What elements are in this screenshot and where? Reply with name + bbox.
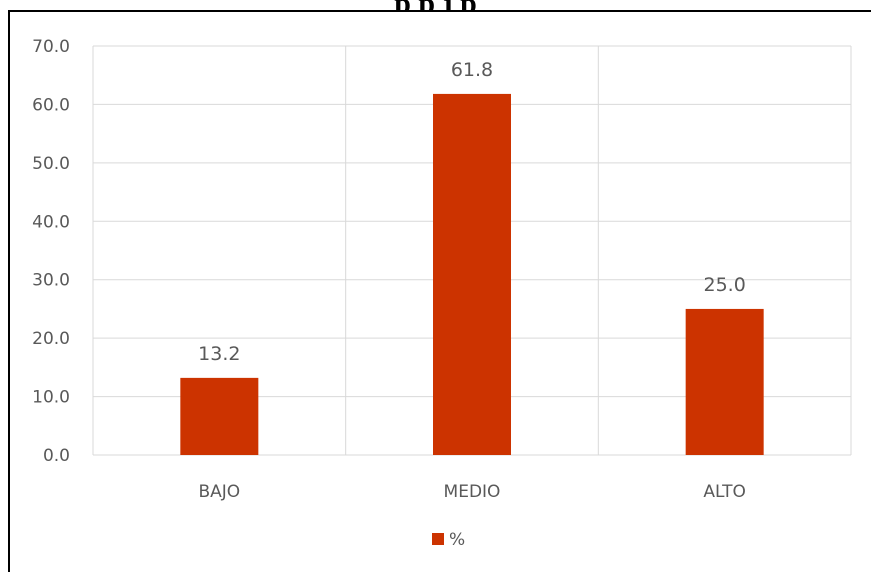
data-label: 13.2 [198,343,240,365]
y-tick-label: 30.0 [32,271,70,291]
x-category-label: MEDIO [444,482,501,502]
y-tick-label: 40.0 [32,212,70,232]
y-tick-label: 50.0 [32,154,70,174]
data-label: 61.8 [451,59,493,81]
y-axis-ticks: 0.0 10.0 20.0 30.0 40.0 50.0 60.0 70.0 [32,37,70,466]
x-category-label: BAJO [198,482,240,502]
x-category-label: ALTO [703,482,746,502]
data-labels: 13.2 61.8 25.0 [198,59,746,365]
data-label: 25.0 [704,274,746,296]
legend-label: % [449,530,465,550]
legend-swatch [432,533,444,545]
bars [180,93,764,455]
bar-medio [433,93,511,455]
x-axis-categories: BAJO MEDIO ALTO [198,482,745,502]
bar-alto [685,308,764,455]
bar-bajo [180,377,259,455]
y-tick-label: 20.0 [32,329,70,349]
legend: % [432,530,465,550]
y-tick-label: 70.0 [32,37,70,57]
y-tick-label: 10.0 [32,388,70,408]
y-tick-label: 0.0 [43,446,70,466]
y-tick-label: 60.0 [32,95,70,115]
